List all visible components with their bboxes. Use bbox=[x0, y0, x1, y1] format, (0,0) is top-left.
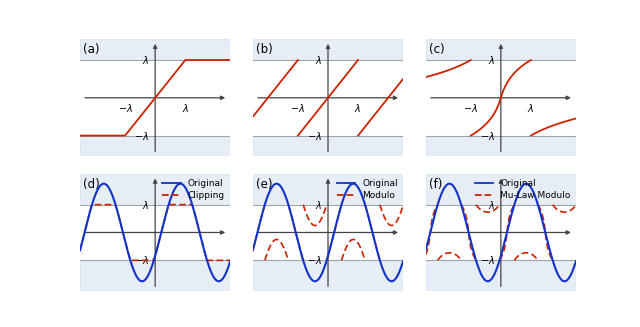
Text: (f): (f) bbox=[429, 178, 442, 191]
Text: (b): (b) bbox=[256, 43, 273, 56]
Bar bbox=[253, 136, 403, 156]
Text: $-\lambda$: $-\lambda$ bbox=[307, 254, 322, 267]
Bar bbox=[253, 39, 403, 60]
Text: (a): (a) bbox=[83, 43, 99, 56]
Bar bbox=[253, 174, 403, 205]
Text: $\lambda$: $\lambda$ bbox=[527, 102, 534, 114]
Text: (d): (d) bbox=[83, 178, 100, 191]
Text: $\lambda$: $\lambda$ bbox=[488, 198, 495, 211]
Text: $-\lambda$: $-\lambda$ bbox=[480, 129, 495, 142]
Text: $\lambda$: $\lambda$ bbox=[142, 198, 149, 211]
Bar bbox=[80, 174, 230, 205]
Text: (c): (c) bbox=[429, 43, 444, 56]
Bar bbox=[426, 174, 576, 205]
Bar bbox=[80, 39, 230, 60]
Text: $-\lambda$: $-\lambda$ bbox=[463, 102, 478, 114]
Bar bbox=[80, 260, 230, 291]
Text: $-\lambda$: $-\lambda$ bbox=[134, 129, 149, 142]
Bar bbox=[426, 260, 576, 291]
Text: $\lambda$: $\lambda$ bbox=[488, 54, 495, 66]
Text: $-\lambda$: $-\lambda$ bbox=[307, 129, 322, 142]
Text: (e): (e) bbox=[256, 178, 273, 191]
Text: $-\lambda$: $-\lambda$ bbox=[118, 102, 132, 114]
Legend: Original, Clipping: Original, Clipping bbox=[159, 176, 228, 204]
Text: $-\lambda$: $-\lambda$ bbox=[291, 102, 305, 114]
Text: $\lambda$: $\lambda$ bbox=[315, 54, 322, 66]
Text: $\lambda$: $\lambda$ bbox=[315, 198, 322, 211]
Bar bbox=[253, 260, 403, 291]
Bar bbox=[426, 136, 576, 156]
Text: $\lambda$: $\lambda$ bbox=[355, 102, 362, 114]
Text: $-\lambda$: $-\lambda$ bbox=[134, 254, 149, 267]
Bar bbox=[80, 136, 230, 156]
Legend: Original, Modulo: Original, Modulo bbox=[333, 176, 401, 204]
Text: $-\lambda$: $-\lambda$ bbox=[480, 254, 495, 267]
Text: $\lambda$: $\lambda$ bbox=[182, 102, 189, 114]
Bar bbox=[426, 39, 576, 60]
Legend: Original, Mu-Law Modulo: Original, Mu-Law Modulo bbox=[471, 176, 574, 204]
Text: $\lambda$: $\lambda$ bbox=[142, 54, 149, 66]
